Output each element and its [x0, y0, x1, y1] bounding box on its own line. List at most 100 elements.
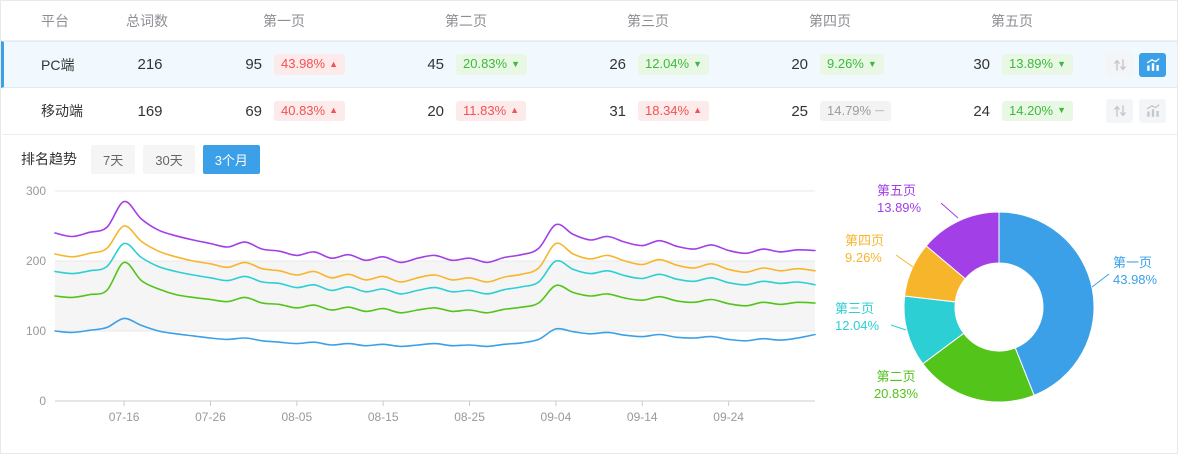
line-chart-svg: 0 100 200 300 07-16 07-26 08-05 08-15 08-25 09-04… — [26, 184, 816, 424]
change-badge: 40.83% ▲ — [274, 100, 346, 122]
page-change-cell: 20.83% ▼ — [444, 54, 560, 75]
donut-label-page-5: 第五页 13.89% — [877, 183, 921, 217]
svg-text:0: 0 — [39, 394, 46, 408]
row-actions — [1106, 99, 1178, 123]
change-badge: 20.83% ▼ — [456, 54, 528, 75]
table-row-pc[interactable]: PC端 216 95 43.98% ▲ 45 20.83% ▼ 26 12.04% ▼… — [1, 41, 1177, 88]
bar-chart-icon — [1146, 57, 1159, 71]
header-total-words: 总词数 — [126, 12, 168, 29]
trend-line-chart: 0 100 200 300 07-16 07-26 08-05 08-15 08-25 09-04… — [7, 179, 829, 449]
bar-chart-icon — [1146, 104, 1159, 117]
header-platform: 平台 — [41, 12, 69, 29]
page-count: 31 — [609, 102, 626, 120]
trend-tabs-row: 排名趋势 7天 30天 3个月 — [1, 143, 1177, 175]
page-count: 45 — [427, 56, 444, 73]
tab-7-days[interactable]: 7天 — [91, 144, 136, 174]
change-percent: 40.83% — [281, 102, 326, 118]
svg-text:09-04: 09-04 — [541, 410, 572, 424]
trend-chart-button[interactable] — [1139, 52, 1166, 77]
change-arrow-icon: ▼ — [693, 58, 703, 69]
total-keywords: 169 — [137, 102, 163, 120]
change-arrow-icon: ▼ — [511, 58, 521, 69]
donut-label-name: 第五页 — [877, 183, 917, 198]
page-change-cell: 14.79% — — [808, 100, 924, 122]
donut-label-name: 第三页 — [835, 301, 875, 316]
page-change-cell: 12.04% ▼ — [626, 54, 742, 75]
sort-toggle-button[interactable] — [1106, 52, 1133, 77]
change-arrow-icon: ▲ — [510, 105, 520, 116]
change-percent: 18.34% — [645, 102, 690, 118]
tab-3-months[interactable]: 3个月 — [202, 144, 260, 174]
tab-30-days[interactable]: 30天 — [143, 144, 195, 174]
page-distribution-donut: 第一页 43.98% 第二页 20.83% 第三页 12.04% 第四页 9.2… — [829, 179, 1173, 449]
sort-toggle-button[interactable] — [1106, 99, 1133, 123]
svg-text:07-16: 07-16 — [109, 410, 140, 424]
change-percent: 12.04% — [645, 56, 690, 72]
page-count: 24 — [973, 102, 990, 120]
change-arrow-icon: — — [875, 105, 885, 116]
change-badge: 18.34% ▲ — [638, 100, 710, 122]
sort-arrows-icon — [1113, 105, 1126, 117]
header-page-3: 第三页 — [627, 12, 669, 29]
donut-label-page-3: 第三页 12.04% — [835, 301, 879, 335]
page-count: 69 — [245, 102, 262, 120]
donut-label-pct: 13.89% — [877, 199, 922, 215]
donut-label-page-1: 第一页 43.98% — [1113, 255, 1157, 289]
svg-text:08-05: 08-05 — [281, 410, 312, 424]
page-change-cell: 40.83% ▲ — [262, 100, 378, 122]
page-change-cell: 18.34% ▲ — [626, 100, 742, 122]
change-badge: 14.79% — — [820, 100, 892, 122]
change-percent: 9.26% — [827, 56, 864, 72]
header-page-4: 第四页 — [809, 12, 851, 29]
header-page-1: 第一页 — [263, 12, 305, 29]
header-page-5: 第五页 — [991, 12, 1033, 29]
change-arrow-icon: ▼ — [1057, 58, 1067, 69]
svg-text:100: 100 — [26, 324, 46, 338]
trend-chart-button[interactable] — [1139, 99, 1166, 123]
donut-label-name: 第一页 — [1113, 255, 1153, 270]
page-change-cell: 43.98% ▲ — [262, 54, 378, 75]
change-percent: 14.79% — [827, 102, 872, 118]
donut-label-pct: 9.26% — [845, 249, 882, 265]
page-change-cell: 11.83% ▲ — [444, 100, 560, 122]
change-arrow-icon: ▼ — [867, 58, 877, 69]
trend-section-title: 排名趋势 — [21, 151, 77, 167]
donut-leader-lines — [890, 202, 1110, 396]
donut-label-page-2: 第二页 20.83% — [865, 369, 927, 403]
page-change-cell: 13.89% ▼ — [990, 54, 1106, 75]
change-badge: 11.83% ▲ — [456, 100, 527, 122]
svg-text:09-14: 09-14 — [627, 410, 658, 424]
header-page-2: 第二页 — [445, 12, 487, 29]
page-count: 25 — [791, 102, 808, 120]
donut-label-pct: 20.83% — [873, 385, 919, 401]
donut-label-name: 第二页 — [876, 369, 916, 384]
sort-arrows-icon — [1113, 58, 1126, 71]
donut-label-pct: 43.98% — [1113, 271, 1158, 287]
page-count: 20 — [427, 102, 444, 120]
svg-text:200: 200 — [26, 254, 46, 268]
table-header-row: 平台 总词数 第一页 第二页 第三页 第四页 第五页 — [1, 1, 1177, 41]
svg-text:07-26: 07-26 — [195, 410, 226, 424]
donut-label-name: 第四页 — [845, 233, 885, 248]
change-arrow-icon: ▼ — [1057, 105, 1067, 116]
table-row-mobile[interactable]: 移动端 169 69 40.83% ▲ 20 11.83% ▲ 31 18.34% ▲… — [1, 88, 1177, 135]
charts-section: 0 100 200 300 07-16 07-26 08-05 08-15 08-25 09-04… — [1, 179, 1177, 449]
svg-text:08-25: 08-25 — [454, 410, 485, 424]
svg-text:08-15: 08-15 — [368, 410, 399, 424]
page-count: 30 — [973, 56, 990, 73]
change-badge: 13.89% ▼ — [1002, 54, 1074, 75]
change-badge: 9.26% ▼ — [820, 54, 884, 75]
donut-slices — [903, 211, 1095, 403]
change-badge: 12.04% ▼ — [638, 54, 710, 75]
platform-name: PC端 — [41, 56, 75, 73]
svg-text:300: 300 — [26, 184, 46, 198]
row-actions — [1106, 52, 1178, 77]
change-percent: 14.20% — [1009, 102, 1054, 118]
change-arrow-icon: ▲ — [329, 105, 339, 116]
change-badge: 14.20% ▼ — [1002, 100, 1074, 122]
change-arrow-icon: ▲ — [693, 105, 703, 116]
platform-name: 移动端 — [41, 103, 83, 119]
svg-text:09-24: 09-24 — [713, 410, 744, 424]
page-count: 20 — [791, 56, 808, 73]
change-percent: 43.98% — [281, 56, 326, 72]
